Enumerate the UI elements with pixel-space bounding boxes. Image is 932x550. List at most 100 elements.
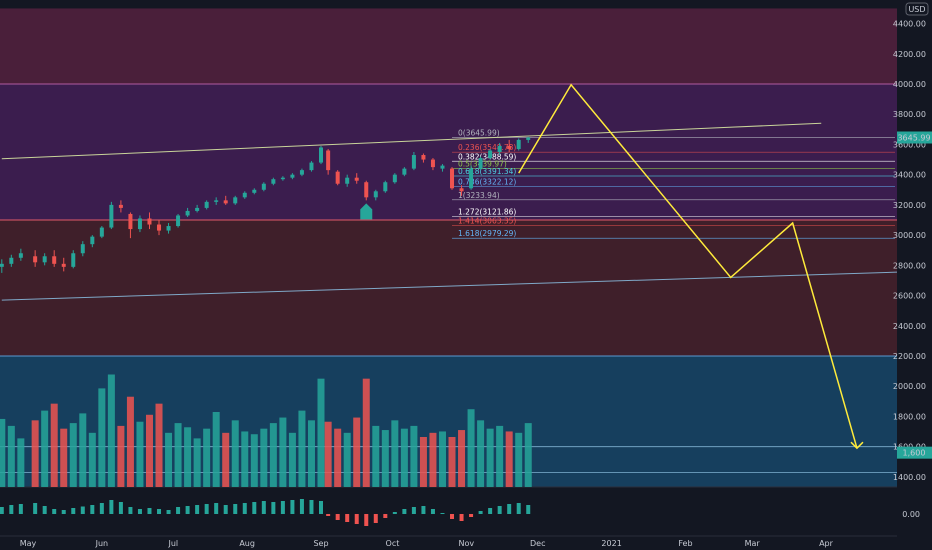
candle-body	[176, 215, 181, 227]
time-tick-label: Aug	[239, 539, 255, 548]
volume-bar	[381, 430, 389, 487]
volume-bar	[438, 431, 446, 487]
time-axis-background	[0, 536, 897, 550]
oscillator-bar	[402, 509, 407, 514]
volume-bar	[515, 432, 523, 487]
volume-bar	[458, 430, 466, 487]
volume-bar	[334, 428, 342, 487]
projection-line[interactable]	[518, 83, 858, 449]
price-tick-label: 4000.00	[893, 80, 926, 89]
volume-bar	[41, 410, 49, 487]
oscillator-bar	[99, 503, 104, 514]
volume-bar	[288, 432, 296, 487]
oscillator-bar	[242, 503, 247, 514]
oscillator-bar	[204, 504, 209, 514]
price-tick-label: 2800.00	[893, 261, 926, 270]
candle-body	[459, 188, 464, 192]
volume-bar	[69, 423, 77, 487]
candle-body	[516, 139, 521, 149]
time-tick-label: Feb	[678, 539, 692, 548]
volume-bar	[7, 425, 15, 487]
fibonacci-retracement[interactable]: 0(3645.99) 0.236(3548.78)0.382(3488.59) 0.…	[452, 128, 895, 239]
candle-body	[299, 170, 304, 175]
time-tick-label: Apr	[819, 539, 834, 548]
price-zones	[0, 8, 897, 536]
candle-body	[137, 218, 142, 230]
oscillator-bar	[128, 507, 133, 514]
volume-bar	[307, 420, 315, 487]
currency-badge[interactable]	[905, 2, 929, 16]
time-tick-label: Jul	[167, 539, 178, 548]
volume-bar	[98, 388, 106, 487]
candle-body	[421, 155, 426, 160]
volume-bar	[343, 432, 351, 487]
oscillator-bar	[118, 502, 123, 514]
volume-bar	[269, 423, 277, 487]
fib-level-label: 1.618(2979.29)	[458, 229, 516, 238]
candle-body	[0, 263, 4, 267]
volume-bar	[524, 423, 532, 487]
earnings-marker[interactable]	[360, 203, 373, 220]
volume-bar	[31, 420, 39, 487]
candlesticks	[0, 136, 531, 273]
volume-bar	[448, 437, 456, 487]
volume-bar	[250, 434, 258, 487]
oscillator-bar	[195, 505, 200, 514]
time-axis[interactable]: May Jun Jul Aug Sep Oct Nov Dec 2021 Feb Mar Apr	[0, 535, 897, 550]
price-tick-label: 3600.00	[893, 140, 926, 149]
oscillator-bar	[18, 504, 23, 514]
oscillator-bar	[411, 507, 416, 514]
oscillator-bar	[373, 514, 378, 523]
price-tick-label: 3200.00	[893, 201, 926, 210]
candle-body	[185, 210, 190, 216]
candle-body	[118, 204, 123, 208]
candle-body	[318, 147, 323, 163]
price-tick-label: 1400.00	[893, 473, 926, 482]
fib-level-label: 1(3233.94)	[458, 191, 500, 200]
volume-bar	[145, 414, 153, 487]
upper-trendline[interactable]	[1, 122, 822, 160]
price-tick-label: 4200.00	[893, 50, 926, 59]
oscillator-bar	[42, 506, 47, 514]
oscillator-bar	[33, 503, 38, 514]
oscillator-bar	[392, 512, 397, 514]
oscillator-bar	[488, 508, 493, 514]
price-axis[interactable]: 4400.00 4200.00 4000.00 3800.00 3600.00 3400.…	[893, 0, 932, 550]
candle-body	[99, 227, 104, 237]
oscillator-bar	[290, 500, 295, 514]
projection-arrowhead	[850, 441, 864, 450]
volume-bar	[79, 413, 87, 487]
volume-bar	[279, 417, 287, 487]
volume-bars	[0, 374, 532, 487]
oscillator-bar	[383, 514, 388, 518]
oscillator-bar	[261, 501, 266, 514]
volume-bar	[429, 432, 437, 487]
oscillator-bar	[450, 514, 455, 519]
volume-bar	[353, 417, 361, 487]
candle-body	[109, 204, 114, 228]
candle-body	[271, 179, 276, 184]
candle-body	[18, 253, 23, 258]
volume-bar	[298, 410, 306, 487]
price-tick-label: 2000.00	[893, 382, 926, 391]
candle-body	[290, 174, 295, 178]
oscillator-pane	[0, 487, 897, 536]
candle-body	[364, 182, 369, 198]
candle-body	[90, 236, 95, 245]
oscillator-histogram	[0, 499, 531, 526]
time-tick-label: May	[20, 539, 37, 548]
event-flag-icon[interactable]	[360, 203, 373, 220]
candle-body	[204, 201, 209, 208]
fib-level-label: 0.382(3488.59)	[458, 152, 516, 161]
volume-bar	[203, 428, 211, 487]
volume-bar	[126, 396, 134, 487]
trendlines[interactable]	[1, 122, 898, 301]
volume-bar	[317, 378, 325, 487]
volume-bar	[222, 432, 230, 487]
projection-path[interactable]	[518, 83, 864, 450]
lower-trendline[interactable]	[1, 271, 898, 301]
currency-label: USD	[908, 5, 925, 14]
candle-body	[326, 150, 331, 171]
oscillator-bar	[354, 514, 359, 524]
